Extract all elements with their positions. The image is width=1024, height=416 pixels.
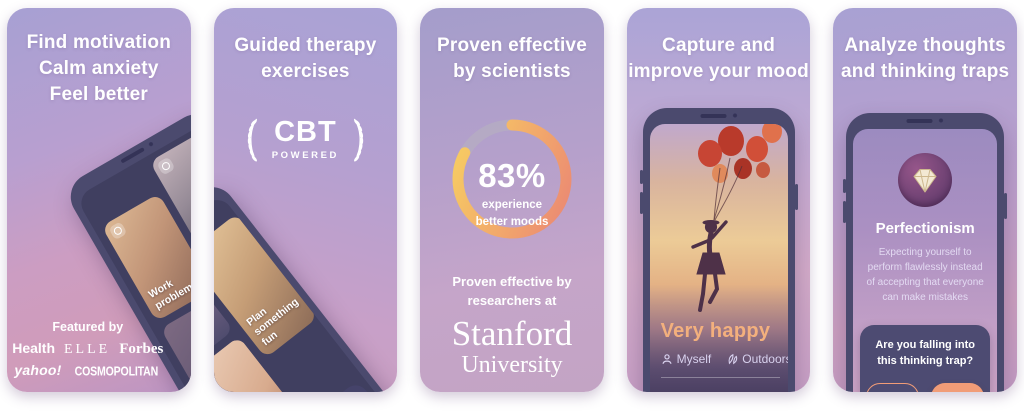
phone-notch [700,113,738,118]
cbt-powered-badge: CBT POWERED [214,115,398,163]
speaker-slot-icon [906,118,933,123]
panel-effectiveness: Proven effective by scientists 83% expe [420,8,604,392]
phone-mockup: Perfectionism Expecting yourself to perf… [843,113,1008,392]
panel-heading: Analyze thoughts and thinking traps [833,33,1017,85]
chat-bubble-icon [108,221,128,241]
volume-button [843,179,847,193]
stanford-wordmark: Stanford [451,313,573,353]
leaves-icon [728,353,738,365]
mood-donut-value-arc [452,119,572,239]
cbt-subtitle: POWERED [271,149,340,161]
claim-line: researchers at [467,293,557,309]
heading-line: and thinking traps [841,61,1010,83]
heading-line: Feel better [49,84,148,106]
panel-thoughts: Analyze thoughts and thinking traps [833,8,1017,392]
featured-by-block: Featured by Health ELLE Forbes yahoo! CO… [11,320,165,379]
speaker-slot-icon [700,113,727,118]
camera-dot-icon [147,140,154,148]
divider [660,377,780,378]
forbes-logo: Forbes [119,341,164,357]
phone-mockup: Fall asleep by the ocean Difficult break… [213,177,398,392]
camera-dot-icon [732,113,738,118]
mood-entry-info: Very happy Myself [660,320,788,378]
heading-line: Calm anxiety [38,58,159,80]
camera-dot-icon [938,118,944,123]
percentage-value: 83% [478,157,546,195]
cbt-title: CBT [274,115,337,148]
mood-photo: Very happy Myself [649,124,788,392]
panel-heading: Capture and improve your mood [627,33,811,85]
phone-screen: Fall asleep by the ocean Difficult break… [213,193,391,392]
cosmopolitan-logo: COSMOPOLITAN [74,365,158,379]
diamond-icon [913,168,937,192]
panel-heading: Find motivation Calm anxiety Feel better [7,30,191,109]
no-button[interactable]: No [866,382,920,392]
power-button [794,184,798,210]
power-button [1004,193,1008,219]
yahoo-logo: yahoo! [14,362,62,378]
photo-shade-overlay [649,124,788,392]
heading-line: Guided therapy [234,35,377,56]
thinking-trap-badge [898,153,953,207]
screenshot-strip: Find motivation Calm anxiety Feel better… [7,8,1017,392]
health-logo: Health [12,340,55,356]
university-wordmark: University [461,352,563,379]
heading-line: Capture and [662,35,776,56]
panel-exercises: Guided therapy exercises CBT POWERED [213,8,398,392]
volume-button [639,192,643,214]
person-icon [662,354,672,364]
featured-label: Featured by [52,320,124,334]
heading-line: improve your mood [628,61,809,83]
donut-svg [452,119,572,239]
volume-button [639,170,643,184]
heading-line: exercises [261,61,350,83]
tag-label: Outdoors [742,352,788,366]
trap-title: Perfectionism [875,220,975,237]
laurel-left-icon [247,119,257,162]
card-label: Work problem [146,277,191,313]
yes-button[interactable]: Yes [931,382,985,392]
card-label: Plan something fun [243,296,301,349]
panel-heading: Proven effective by scientists [420,33,604,85]
tag-label: Myself [676,352,712,366]
volume-button [843,201,847,223]
research-credit: Proven effective by researchers at Stanf… [420,272,604,380]
panel-motivation: Find motivation Calm anxiety Feel better… [7,8,191,392]
elle-logo: ELLE [64,342,111,357]
trap-question: Are you falling into this thinking trap? [875,339,975,367]
panel-mood: Capture and improve your mood [626,8,811,392]
panel-heading: Guided therapy exercises [214,33,398,85]
donut-caption-line: better moods [475,215,549,228]
donut-center-text: 83% experience better moods [448,157,576,230]
trap-question-card: Are you falling into this thinking trap?… [860,325,991,392]
exercise-card-work-problem[interactable]: Work problem [101,193,191,322]
tag-outdoors[interactable]: Outdoors [726,352,788,366]
laurel-right-icon [353,119,364,162]
claim-line: Proven effective by [452,273,572,289]
donut-caption-line: experience [481,199,543,212]
heading-line: Analyze thoughts [844,35,1006,56]
phone-notch [906,118,944,123]
chat-bubble-icon [156,156,176,176]
trap-description: Expecting yourself to perform flawlessly… [866,247,984,303]
phone-mockup: Very happy Myself [639,108,798,392]
phone-screen: Very happy Myself [649,124,788,392]
heading-line: Find motivation [26,32,172,53]
heading-line: Proven effective [436,35,587,56]
phone-screen: Perfectionism Expecting yourself to perf… [853,129,998,392]
tag-myself[interactable]: Myself [661,352,712,366]
heading-line: by scientists [453,61,571,83]
mood-label: Very happy [660,320,771,342]
mood-donut-chart: 83% experience better moods [448,115,576,248]
